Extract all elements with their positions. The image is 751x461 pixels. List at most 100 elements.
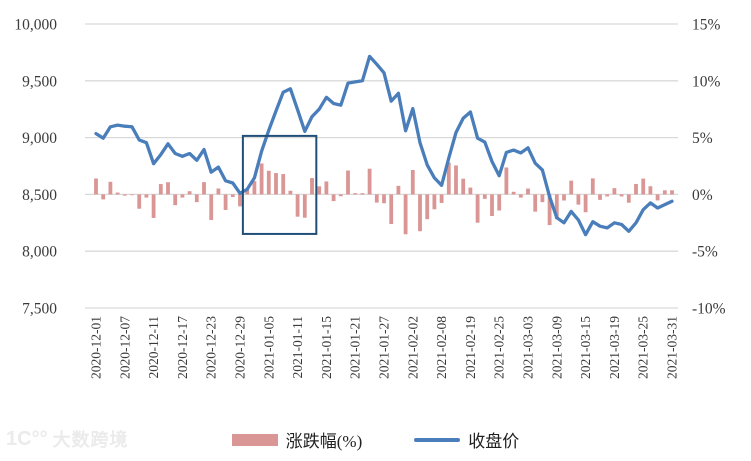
change-bar [187, 191, 192, 195]
change-bar [158, 184, 163, 195]
legend-label-change: 涨跌幅(%) [285, 432, 363, 451]
change-bar [533, 194, 538, 212]
y-axis-right-label: 10% [692, 73, 721, 90]
watermark-text: 大数跨境 [52, 430, 129, 450]
x-axis-label: 2021-01-15 [319, 316, 334, 379]
change-bar [389, 194, 394, 225]
change-bar [482, 194, 487, 199]
change-bar [562, 194, 566, 201]
change-bar [670, 190, 674, 195]
change-bar [576, 194, 581, 205]
change-bar [252, 181, 257, 195]
y-axis-left-label: 8,500 [22, 187, 57, 204]
x-axis-label: 2021-03-09 [549, 316, 564, 379]
change-bar [94, 178, 98, 195]
change-bar [569, 180, 574, 195]
bar-swatch-icon [231, 433, 278, 446]
change-bar [101, 194, 106, 200]
change-bar [547, 194, 552, 226]
change-bar [209, 194, 214, 220]
change-bar [612, 188, 617, 195]
x-axis-label: 2021-01-21 [348, 316, 363, 379]
change-bar [266, 170, 271, 195]
y-axis-right-label: 15% [692, 17, 721, 34]
x-axis-label: 2021-02-02 [405, 316, 420, 379]
x-axis-label: 2021-02-08 [434, 316, 449, 379]
change-bar [281, 174, 286, 195]
change-bar [504, 167, 509, 195]
change-bar [166, 182, 170, 195]
change-bar [439, 194, 444, 203]
x-axis-label: 2021-03-03 [521, 316, 536, 379]
price-line [94, 54, 674, 237]
x-axis-label: 2020-12-11 [146, 316, 161, 379]
change-bar [554, 194, 559, 220]
change-bar [634, 183, 638, 195]
x-axis-label: 2020-12-01 [89, 316, 104, 379]
x-axis-label: 2021-02-25 [492, 316, 507, 379]
y-axis-right-label: -10% [692, 301, 726, 318]
x-axis-label: 2021-02-19 [463, 316, 478, 379]
y-axis-left-label: 7,500 [22, 301, 57, 318]
change-bar [353, 193, 358, 195]
y-axis-left-label: 8,000 [22, 244, 57, 261]
change-bar [540, 194, 545, 203]
change-bar [317, 186, 322, 195]
legend-item-close: 收盘价 [414, 427, 519, 452]
change-bar [216, 188, 221, 195]
x-axis-label: 2020-12-07 [117, 316, 132, 379]
watermark: 1C°° 大数跨境 [6, 426, 129, 452]
change-bar [180, 194, 185, 198]
y-axis-left-label: 9,500 [22, 73, 57, 90]
change-bar [151, 194, 156, 218]
y-axis-left-label: 10,000 [14, 17, 57, 34]
y-axis-right-label: 0% [692, 187, 713, 204]
change-bar [288, 190, 293, 195]
change-bar [511, 191, 516, 195]
change-bar [418, 194, 422, 232]
line-swatch-icon [414, 437, 461, 442]
change-bar [130, 194, 134, 196]
change-bar [641, 178, 646, 195]
y-axis-right-label: -5% [692, 244, 718, 261]
change-bar [425, 194, 430, 220]
change-bar [122, 194, 127, 196]
change-bar [461, 178, 466, 195]
change-bar [475, 194, 480, 223]
change-bar [374, 194, 379, 203]
x-axis-label: 2021-03-31 [665, 316, 680, 379]
change-bar [274, 173, 278, 195]
change-bar [230, 194, 235, 198]
change-bar [144, 194, 149, 198]
x-axis-label: 2021-03-19 [607, 316, 622, 379]
change-bar [259, 163, 264, 195]
change-bar [468, 187, 473, 195]
x-axis-label: 2021-03-15 [578, 316, 593, 379]
change-bar [115, 192, 120, 195]
change-bar [590, 178, 595, 195]
change-bar [295, 194, 300, 217]
x-axis-label: 2020-12-29 [233, 316, 248, 379]
change-bar [410, 169, 415, 195]
change-bar [245, 189, 250, 195]
change-bar [619, 194, 624, 197]
change-bar [331, 194, 336, 202]
change-bar [497, 194, 502, 211]
change-bar [324, 181, 329, 195]
y-axis-right-label: 5% [692, 130, 713, 147]
legend-label-close: 收盘价 [468, 432, 520, 451]
x-axis-label: 2020-12-23 [204, 316, 219, 379]
change-bar [526, 188, 530, 195]
change-bar [367, 168, 372, 195]
change-bar [346, 170, 350, 195]
change-bar [446, 162, 451, 195]
change-bar [108, 181, 113, 195]
highlight-box [241, 134, 318, 235]
change-bar [338, 194, 343, 197]
x-axis-label: 2021-01-05 [261, 316, 276, 379]
change-bar [173, 194, 178, 206]
change-bar [432, 194, 437, 210]
change-bar [382, 194, 386, 204]
legend-item-change: 涨跌幅(%) [231, 427, 363, 452]
change-bar [403, 194, 408, 235]
